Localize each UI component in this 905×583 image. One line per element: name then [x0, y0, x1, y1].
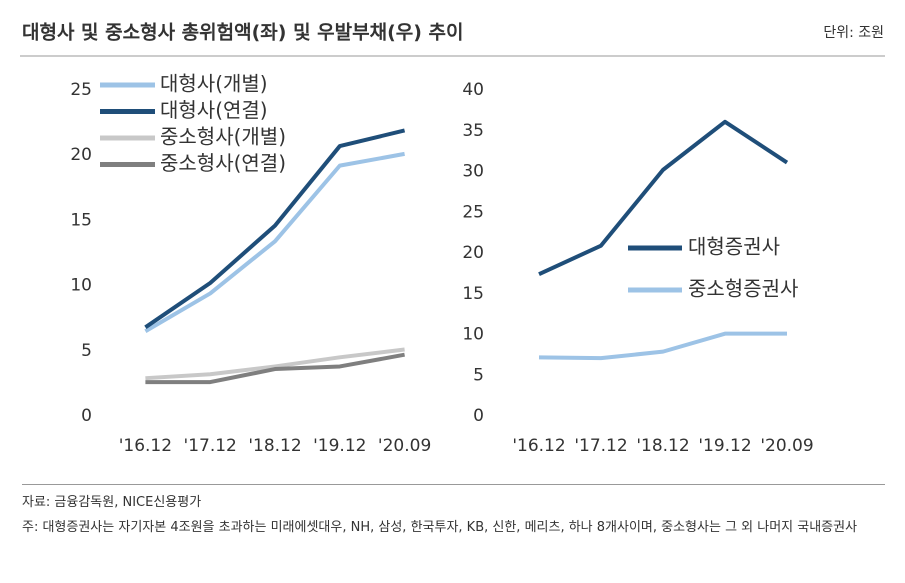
legend-label: 대형사(연결)	[160, 98, 268, 122]
legend-label: 중소형사(연결)	[160, 151, 286, 175]
legend-label: 중소형사(개별)	[160, 125, 286, 149]
x-tick-label: '18.12	[248, 436, 301, 456]
line-series	[145, 352, 405, 385]
y-tick-label: 20	[462, 243, 484, 263]
y-tick-label: 5	[473, 365, 484, 385]
y-tick-label: 15	[462, 284, 484, 304]
x-tick-label: '16.12	[119, 436, 172, 456]
line-series	[144, 128, 406, 329]
chart: 대형사 및 중소형사 총위험액(좌) 및 우발부채(우) 추이 단위: 조원 0…	[20, 22, 885, 456]
y-tick-label: 40	[462, 80, 484, 100]
legend-label: 대형증권사	[688, 235, 780, 259]
x-tick-label: '20.09	[378, 436, 431, 456]
x-tick-label: '17.12	[184, 436, 237, 456]
x-tick-label: '16.12	[512, 436, 565, 456]
y-tick-label: 10	[70, 276, 92, 296]
y-tick-label: 35	[462, 121, 484, 141]
y-tick-label: 0	[473, 406, 484, 426]
y-tick-label: 0	[81, 406, 92, 426]
source: 자료: 금융감독원, NICE신용평가	[22, 484, 885, 510]
y-tick-label: 25	[70, 80, 92, 100]
line-series	[538, 119, 789, 277]
x-tick-label: '19.12	[698, 436, 751, 456]
y-tick-label: 10	[462, 325, 484, 345]
legend-label: 대형사(개별)	[160, 72, 268, 96]
y-tick-label: 15	[70, 210, 92, 230]
line-series	[145, 347, 405, 381]
unit-label: 단위: 조원	[823, 25, 884, 41]
line-series	[538, 331, 787, 361]
chart-title: 대형사 및 중소형사 총위험액(좌) 및 우발부채(우) 추이	[22, 22, 464, 44]
note: 주: 대형증권사는 자기자본 4조원을 초과하는 미래에셋대우, NH, 삼성,…	[22, 520, 858, 535]
y-tick-label: 25	[462, 202, 484, 222]
x-tick-label: '19.12	[313, 436, 366, 456]
y-tick-label: 30	[462, 162, 484, 182]
y-tick-label: 5	[81, 341, 92, 361]
legend-label: 중소형증권사	[688, 277, 798, 301]
line-series	[144, 151, 405, 333]
x-tick-label: '17.12	[574, 436, 627, 456]
y-tick-label: 20	[70, 145, 92, 165]
x-tick-label: '20.09	[760, 436, 813, 456]
x-tick-label: '18.12	[636, 436, 689, 456]
